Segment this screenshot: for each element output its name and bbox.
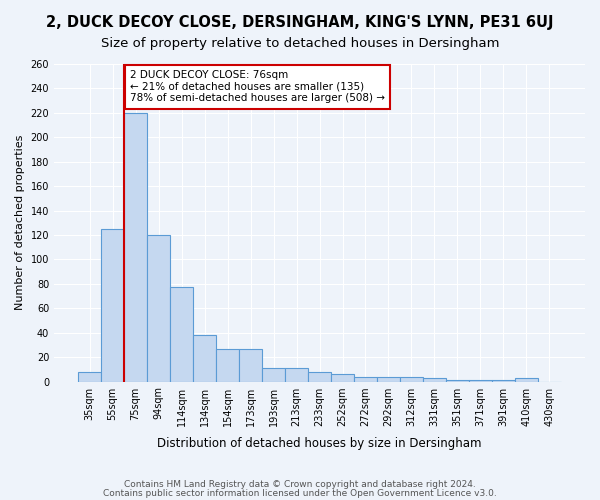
Text: 2 DUCK DECOY CLOSE: 76sqm
← 21% of detached houses are smaller (135)
78% of semi: 2 DUCK DECOY CLOSE: 76sqm ← 21% of detac… [130, 70, 385, 103]
Bar [308, 372, 331, 382]
Bar [239, 348, 262, 382]
Bar [492, 380, 515, 382]
Bar [423, 378, 446, 382]
Text: Contains HM Land Registry data © Crown copyright and database right 2024.: Contains HM Land Registry data © Crown c… [124, 480, 476, 489]
Bar [377, 376, 400, 382]
Bar [331, 374, 354, 382]
Bar [170, 288, 193, 382]
Bar [78, 372, 101, 382]
Bar [101, 229, 124, 382]
Bar [469, 380, 492, 382]
Bar [354, 376, 377, 382]
Bar [124, 113, 147, 382]
Text: Contains public sector information licensed under the Open Government Licence v3: Contains public sector information licen… [103, 490, 497, 498]
Bar [285, 368, 308, 382]
Bar [400, 376, 423, 382]
Text: Size of property relative to detached houses in Dersingham: Size of property relative to detached ho… [101, 38, 499, 51]
Text: 2, DUCK DECOY CLOSE, DERSINGHAM, KING'S LYNN, PE31 6UJ: 2, DUCK DECOY CLOSE, DERSINGHAM, KING'S … [46, 15, 554, 30]
Y-axis label: Number of detached properties: Number of detached properties [15, 135, 25, 310]
Bar [147, 235, 170, 382]
Bar [446, 380, 469, 382]
Bar [216, 348, 239, 382]
Bar [262, 368, 285, 382]
Bar [515, 378, 538, 382]
X-axis label: Distribution of detached houses by size in Dersingham: Distribution of detached houses by size … [157, 437, 482, 450]
Bar [193, 335, 216, 382]
